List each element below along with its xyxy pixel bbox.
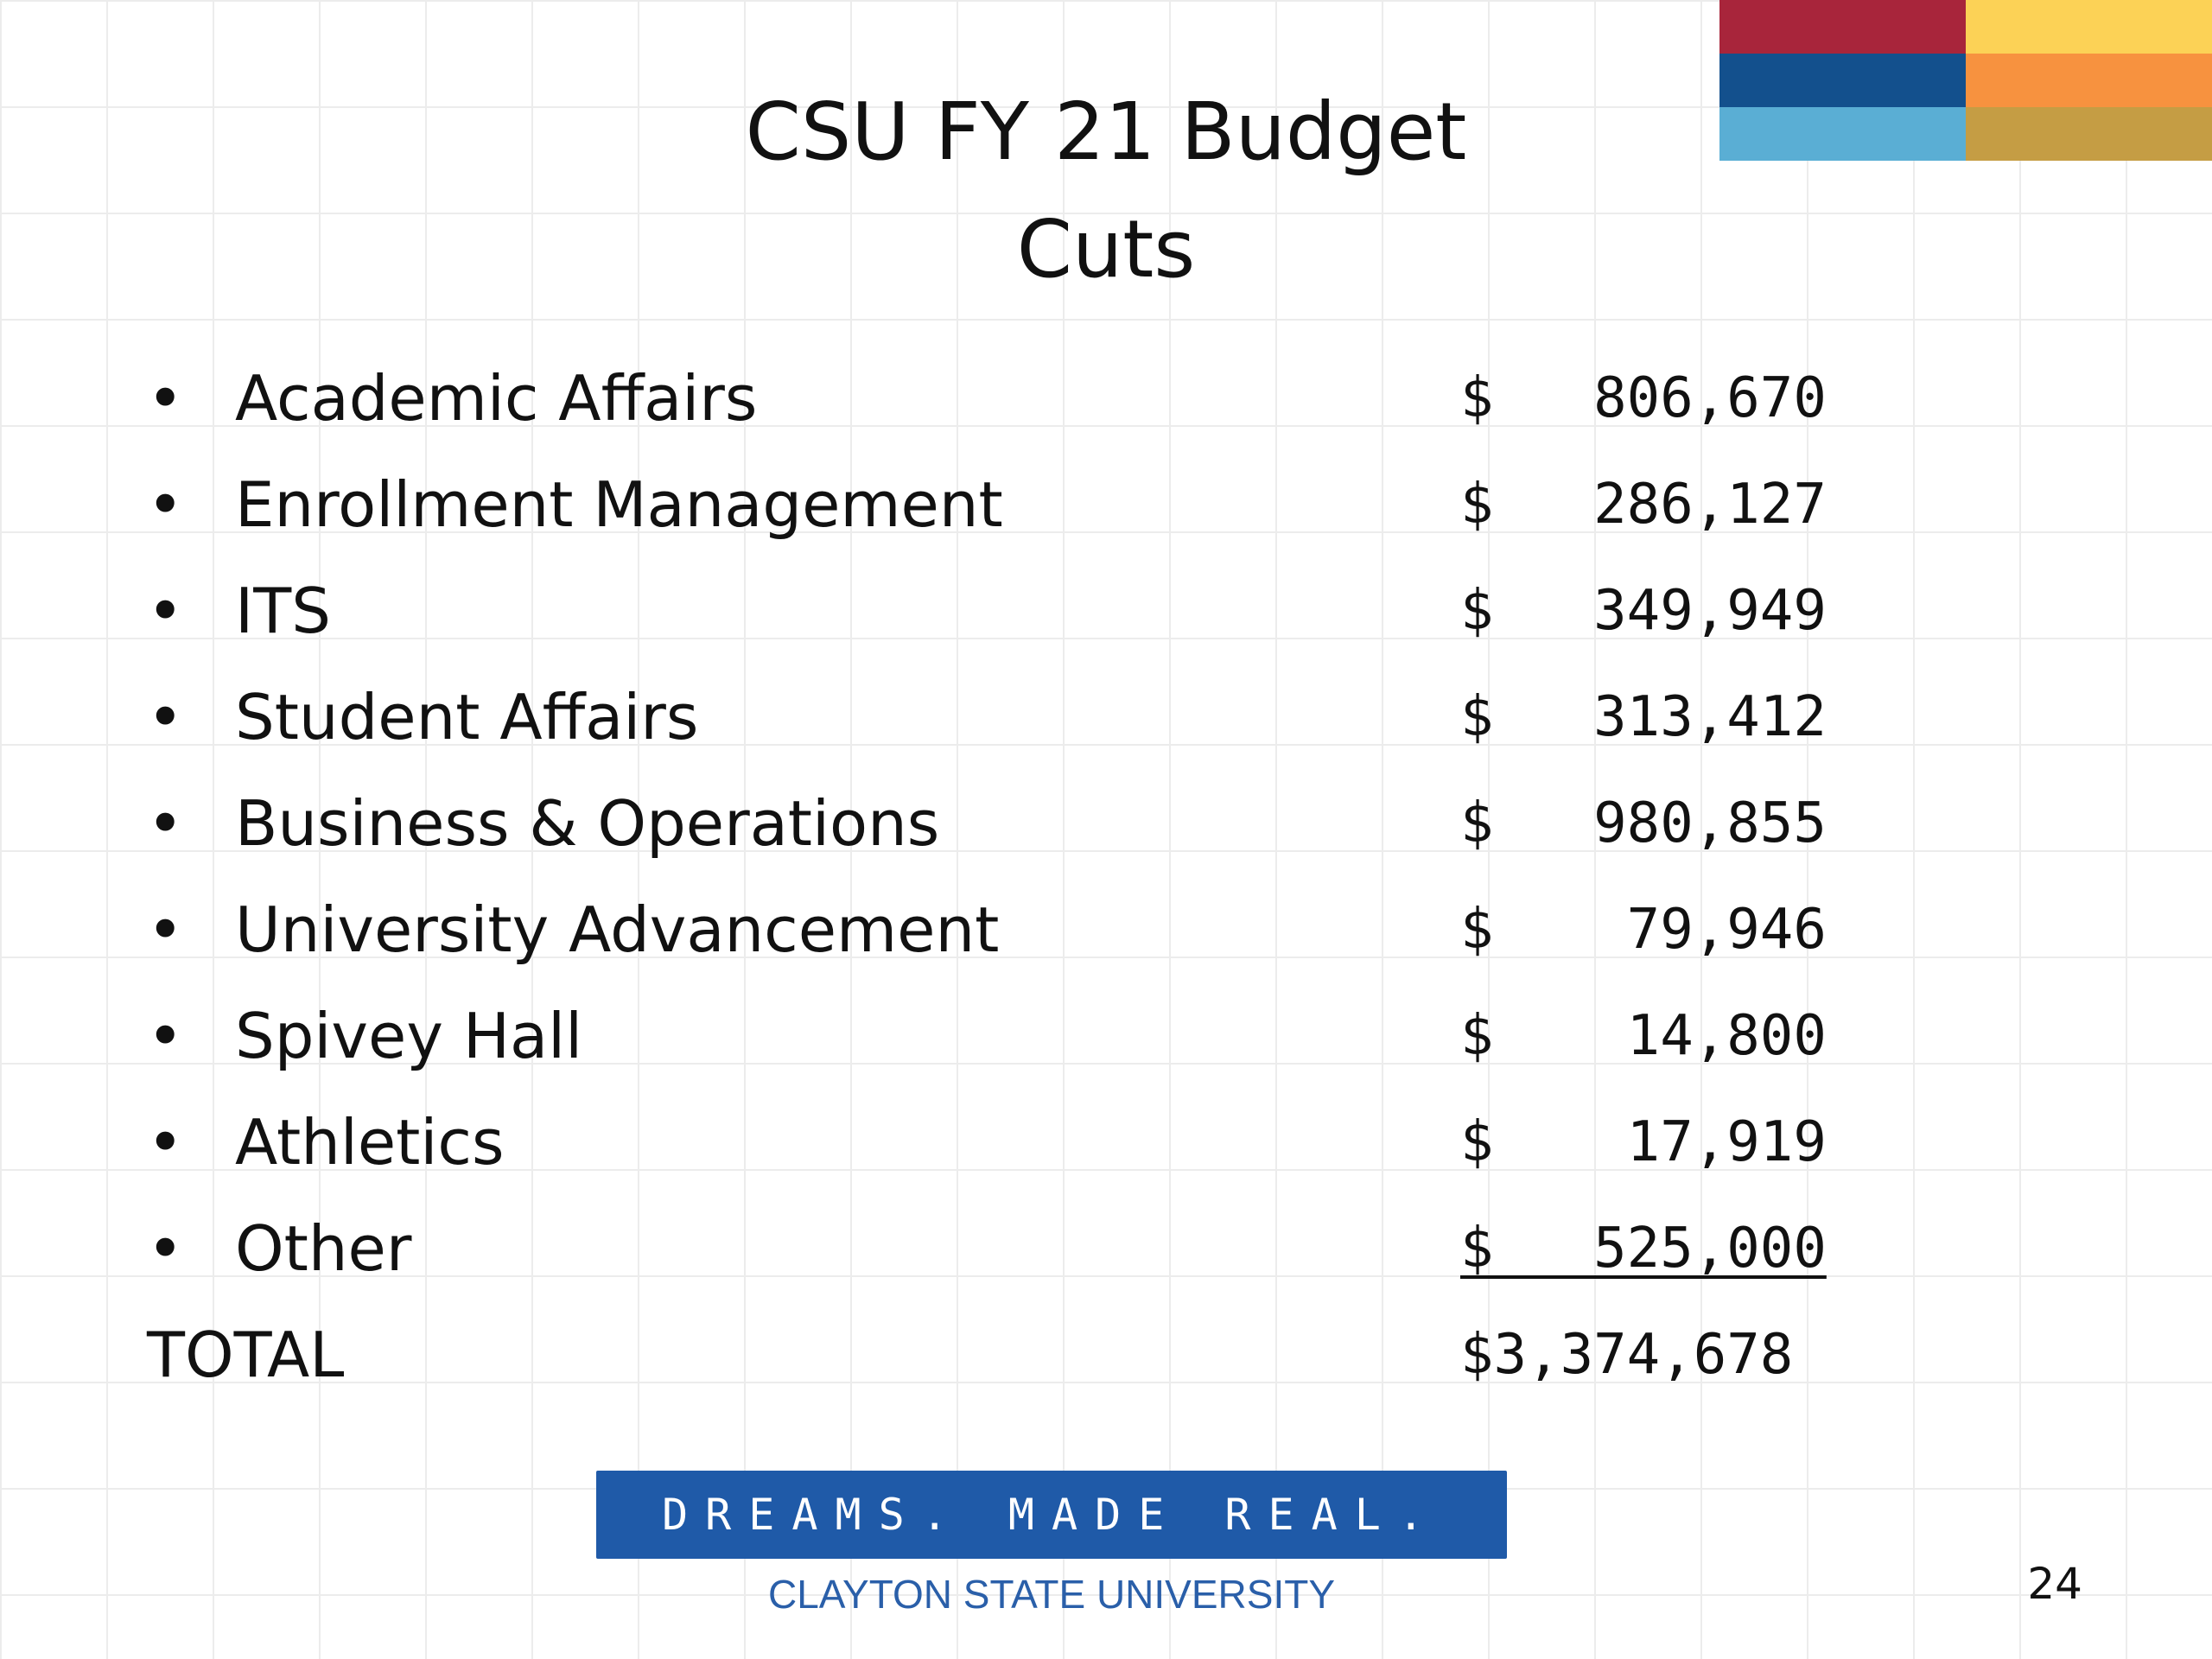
item-label: ITS (235, 575, 331, 647)
color-block-orange (1966, 54, 2212, 107)
list-item: • University Advancement $ 79,946 (147, 877, 1875, 983)
item-amount: $ 286,127 (1460, 473, 1827, 537)
item-label: Enrollment Management (235, 468, 1003, 541)
item-amount: $ 525,000 (1460, 1217, 1827, 1281)
list-item: • Other $ 525,000 (147, 1196, 1875, 1302)
color-block-yellow (1966, 0, 2212, 54)
item-amount: $ 14,800 (1460, 1004, 1827, 1068)
slide-title-line2: Cuts (1016, 203, 1196, 296)
color-block-dark-blue (1719, 54, 1966, 107)
total-amount: $3,374,678 (1460, 1323, 1794, 1387)
bullet: • (147, 575, 184, 647)
item-label: University Advancement (235, 893, 1000, 966)
page-number: 24 (2027, 1559, 2082, 1609)
list-item: • Enrollment Management $ 286,127 (147, 452, 1875, 558)
item-amount: $ 79,946 (1460, 898, 1827, 962)
bullet: • (147, 787, 184, 860)
color-block-light-blue (1719, 107, 1966, 161)
item-label: Other (235, 1212, 412, 1285)
item-label: Athletics (235, 1106, 505, 1179)
item-amount: $ 17,919 (1460, 1110, 1827, 1174)
item-amount: $ 349,949 (1460, 579, 1827, 643)
list-item: • Athletics $ 17,919 (147, 1090, 1875, 1196)
total-label: TOTAL (147, 1319, 345, 1391)
bullet: • (147, 362, 184, 435)
brand-tagline: DREAMS. MADE REAL. (662, 1490, 1441, 1540)
item-label: Student Affairs (235, 681, 699, 753)
list-item: • Student Affairs $ 313,412 (147, 664, 1875, 771)
item-label: Business & Operations (235, 787, 940, 860)
slide-title-line1: CSU FY 21 Budget (745, 86, 1467, 178)
slide-title: CSU FY 21 Budget Cuts (0, 73, 2212, 308)
decorative-color-blocks (1719, 0, 2212, 164)
list-item: • Academic Affairs $ 806,670 (147, 346, 1875, 452)
list-item: • ITS $ 349,949 (147, 558, 1875, 664)
bullet: • (147, 681, 184, 753)
bullet: • (147, 1212, 184, 1285)
budget-cuts-list: • Academic Affairs $ 806,670 • Enrollmen… (147, 346, 1875, 1408)
item-label: Academic Affairs (235, 362, 758, 435)
item-label: Spivey Hall (235, 1000, 583, 1072)
bullet: • (147, 1000, 184, 1072)
list-item: • Business & Operations $ 980,855 (147, 771, 1875, 877)
list-item: • Spivey Hall $ 14,800 (147, 983, 1875, 1090)
bullet: • (147, 893, 184, 966)
bullet: • (147, 468, 184, 541)
bullet: • (147, 1106, 184, 1179)
color-block-red (1719, 0, 1966, 54)
university-name: CLAYTON STATE UNIVERSITY (767, 1572, 1336, 1617)
color-block-gold (1966, 107, 2212, 161)
item-amount: $ 313,412 (1460, 685, 1827, 749)
item-amount: $ 806,670 (1460, 366, 1827, 430)
item-amount: $ 980,855 (1460, 791, 1827, 855)
total-row: TOTAL $3,374,678 (147, 1302, 1875, 1408)
brand-tagline-banner: DREAMS. MADE REAL. (596, 1471, 1507, 1559)
